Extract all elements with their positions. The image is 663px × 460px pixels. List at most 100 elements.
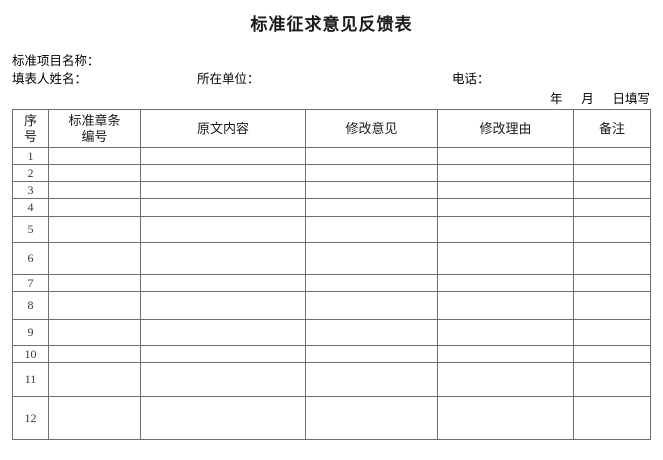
cell-reason[interactable] xyxy=(437,181,574,199)
table-row: 1 xyxy=(12,147,651,165)
cell-original-text[interactable] xyxy=(140,274,306,292)
row-index-cell: 2 xyxy=(12,164,49,182)
table-row: 11 xyxy=(12,362,651,397)
cell-note[interactable] xyxy=(573,319,651,346)
cell-clause-number[interactable] xyxy=(48,216,141,243)
cell-opinion[interactable] xyxy=(305,147,438,165)
cell-opinion[interactable] xyxy=(305,181,438,199)
column-header-sequence: 序 号 xyxy=(12,109,49,148)
column-header-note: 备注 xyxy=(573,109,651,148)
cell-note[interactable] xyxy=(573,164,651,182)
cell-original-text[interactable] xyxy=(140,164,306,182)
project-name-label: 标准项目名称： xyxy=(12,54,100,68)
table-row: 10 xyxy=(12,345,651,363)
filler-name-label: 填表人姓名： xyxy=(12,72,88,86)
cell-reason[interactable] xyxy=(437,242,574,275)
cell-original-text[interactable] xyxy=(140,319,306,346)
header-row-filler: 填表人姓名： 所在单位： 电话： xyxy=(12,70,651,88)
cell-note[interactable] xyxy=(573,242,651,275)
column-header-reason: 修改理由 xyxy=(437,109,574,148)
row-index-cell: 7 xyxy=(12,274,49,292)
cell-opinion[interactable] xyxy=(305,164,438,182)
cell-original-text[interactable] xyxy=(140,291,306,320)
clause-header-line1: 标准章条 xyxy=(68,112,121,128)
row-index-cell: 4 xyxy=(12,198,49,217)
cell-note[interactable] xyxy=(573,147,651,165)
cell-opinion[interactable] xyxy=(305,362,438,397)
row-index-cell: 11 xyxy=(12,362,49,397)
row-index-cell: 12 xyxy=(12,396,49,440)
cell-note[interactable] xyxy=(573,198,651,217)
cell-original-text[interactable] xyxy=(140,147,306,165)
table-row: 3 xyxy=(12,181,651,199)
row-index-cell: 5 xyxy=(12,216,49,243)
row-index-cell: 8 xyxy=(12,291,49,320)
cell-reason[interactable] xyxy=(437,396,574,440)
cell-clause-number[interactable] xyxy=(48,396,141,440)
cell-reason[interactable] xyxy=(437,291,574,320)
table-row: 2 xyxy=(12,164,651,182)
row-index-cell: 9 xyxy=(12,319,49,346)
cell-note[interactable] xyxy=(573,274,651,292)
cell-original-text[interactable] xyxy=(140,181,306,199)
form-header-fields: 标准项目名称： 填表人姓名： 所在单位： 电话： xyxy=(12,52,651,88)
cell-opinion[interactable] xyxy=(305,274,438,292)
phone-label: 电话： xyxy=(452,72,490,86)
clause-header-line2: 编号 xyxy=(81,128,108,144)
sequence-header-line2: 号 xyxy=(23,128,37,144)
cell-clause-number[interactable] xyxy=(48,242,141,275)
header-row-project: 标准项目名称： xyxy=(12,52,651,70)
table-row: 6 xyxy=(12,242,651,275)
fill-date-line: 年 月 日填写 xyxy=(549,92,650,106)
cell-reason[interactable] xyxy=(437,216,574,243)
table-row: 8 xyxy=(12,291,651,320)
cell-clause-number[interactable] xyxy=(48,345,141,363)
cell-note[interactable] xyxy=(573,216,651,243)
cell-original-text[interactable] xyxy=(140,198,306,217)
cell-opinion[interactable] xyxy=(305,319,438,346)
cell-original-text[interactable] xyxy=(140,362,306,397)
cell-original-text[interactable] xyxy=(140,396,306,440)
column-header-clause-number: 标准章条 编号 xyxy=(48,109,141,148)
table-row: 7 xyxy=(12,274,651,292)
cell-reason[interactable] xyxy=(437,345,574,363)
cell-note[interactable] xyxy=(573,181,651,199)
cell-reason[interactable] xyxy=(437,164,574,182)
cell-reason[interactable] xyxy=(437,274,574,292)
cell-clause-number[interactable] xyxy=(48,362,141,397)
cell-clause-number[interactable] xyxy=(48,181,141,199)
table-header-row: 序 号 标准章条 编号 原文内容 修改意见 修改理由 备注 xyxy=(12,109,651,148)
page-title: 标准征求意见反馈表 xyxy=(250,15,413,34)
cell-reason[interactable] xyxy=(437,319,574,346)
cell-clause-number[interactable] xyxy=(48,274,141,292)
cell-clause-number[interactable] xyxy=(48,198,141,217)
cell-clause-number[interactable] xyxy=(48,319,141,346)
cell-original-text[interactable] xyxy=(140,345,306,363)
cell-opinion[interactable] xyxy=(305,198,438,217)
cell-note[interactable] xyxy=(573,345,651,363)
cell-opinion[interactable] xyxy=(305,396,438,440)
cell-original-text[interactable] xyxy=(140,216,306,243)
cell-note[interactable] xyxy=(573,291,651,320)
cell-clause-number[interactable] xyxy=(48,147,141,165)
cell-note[interactable] xyxy=(573,362,651,397)
cell-opinion[interactable] xyxy=(305,345,438,363)
row-index-cell: 1 xyxy=(12,147,49,165)
cell-clause-number[interactable] xyxy=(48,164,141,182)
cell-note[interactable] xyxy=(573,396,651,440)
table-row: 12 xyxy=(12,396,651,440)
cell-original-text[interactable] xyxy=(140,242,306,275)
cell-reason[interactable] xyxy=(437,147,574,165)
feedback-table-body: 1 2 3 4 5 6 7 8 9 10 11 12 xyxy=(12,147,651,440)
cell-reason[interactable] xyxy=(437,198,574,217)
table-row: 4 xyxy=(12,198,651,217)
table-row: 9 xyxy=(12,319,651,346)
cell-opinion[interactable] xyxy=(305,291,438,320)
cell-clause-number[interactable] xyxy=(48,291,141,320)
sequence-header-line1: 序 xyxy=(23,112,37,128)
cell-opinion[interactable] xyxy=(305,242,438,275)
cell-opinion[interactable] xyxy=(305,216,438,243)
cell-reason[interactable] xyxy=(437,362,574,397)
work-unit-label: 所在单位： xyxy=(197,72,260,86)
